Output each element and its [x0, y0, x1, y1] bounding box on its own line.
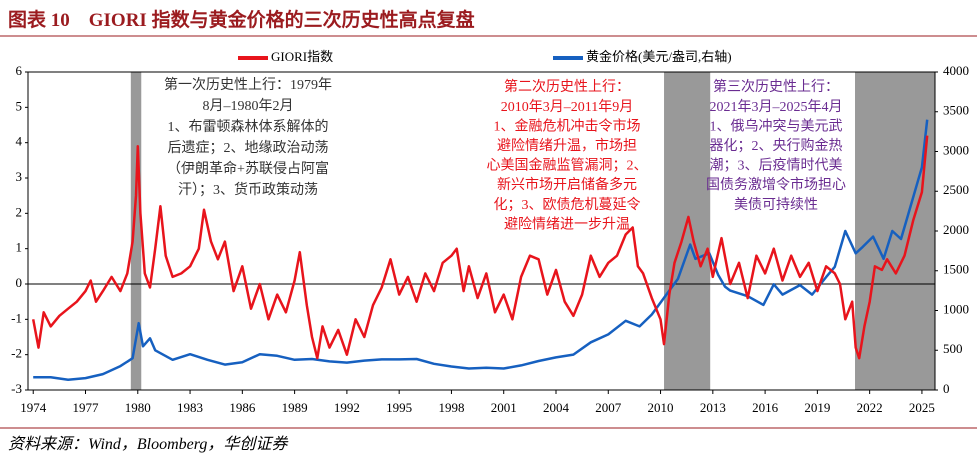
y-tick-label: 0 [16, 275, 23, 290]
legend-label: 黄金价格(美元/盎司,右轴) [586, 49, 732, 64]
annotation-line: 2010年3月–2011年9月 [501, 99, 633, 115]
annotation-line: 美债可持续性 [734, 196, 818, 213]
source: 资料来源：Wind，Bloomberg，华创证券 [8, 435, 289, 453]
annotation-line: 国债务激增令市场担心 [706, 176, 846, 193]
x-tick-label: 1983 [177, 400, 203, 415]
x-tick-label: 2016 [752, 400, 779, 415]
annotation-line: 1、布雷顿森林体系解体的 [168, 119, 329, 135]
annotation-line: 2021年3月–2025年4月 [710, 99, 843, 115]
y-tick-label: 4 [16, 134, 23, 149]
series-line [33, 119, 929, 381]
shaded-period [664, 72, 711, 390]
y-tick-label: -1 [11, 310, 22, 325]
y-tick-label: -3 [11, 381, 22, 396]
y-tick-label: 3 [16, 169, 23, 184]
x-tick-label: 1980 [125, 400, 151, 415]
annotation-line: 心美国金融监管漏洞；2、 [487, 158, 648, 174]
y2-tick-label: 0 [943, 381, 950, 396]
y-tick-label: 1 [16, 240, 23, 255]
annotation-line: 避险情绪升温，市场担 [497, 137, 637, 154]
annotation-line: 第一次历史性上行：1979年 [164, 76, 332, 93]
shaded-period [855, 72, 935, 390]
x-tick-label: 1989 [282, 400, 308, 415]
x-tick-label: 2010 [648, 400, 674, 415]
chart-title: 图表 10 GIORI 指数与黄金价格的三次历史性高点复盘 [8, 8, 475, 31]
x-tick-label: 2001 [491, 400, 517, 415]
plot-frame [27, 71, 936, 391]
annotation-line: 新兴市场开启储备多元 [497, 176, 637, 193]
shaded-period [130, 72, 142, 390]
y2-tick-label: 2000 [943, 222, 969, 237]
annotation-line: （伊朗革命+苏联侵占阿富 [167, 160, 329, 177]
y2-tick-label: 500 [943, 341, 963, 356]
y2-tick-label: 3500 [943, 103, 969, 118]
y-tick-label: 5 [16, 98, 23, 113]
annotation-line: 潮；3、后疫情时代美 [710, 158, 843, 174]
x-tick-label: 1986 [229, 400, 256, 415]
legend-label: GIORI指数 [271, 49, 333, 64]
series-line [31, 135, 929, 360]
y-tick-label: 6 [16, 63, 23, 78]
x-tick-label: 2022 [857, 400, 883, 415]
y-tick-label: 2 [16, 204, 23, 219]
x-tick-label: 1998 [438, 400, 464, 415]
annotation-line: 汗）；3、货币政策动荡 [178, 181, 318, 198]
x-tick-label: 2004 [543, 400, 570, 415]
x-tick-label: 1995 [386, 400, 412, 415]
annotation-line: 器化；2、央行购金热 [710, 138, 843, 154]
x-tick-label: 2013 [700, 400, 726, 415]
x-tick-label: 2025 [909, 400, 935, 415]
y2-tick-label: 1500 [943, 262, 969, 277]
x-tick-label: 1977 [73, 400, 100, 415]
annotation-line: 避险情绪进一步升温 [504, 216, 630, 232]
x-tick-label: 1974 [20, 400, 47, 415]
annotation-line: 8月–1980年2月 [203, 98, 294, 114]
x-tick-label: 1992 [334, 400, 360, 415]
annotation-line: 1、俄乌冲突与美元武 [710, 118, 843, 134]
annotation-line: 第二次历史性上行： [504, 78, 630, 95]
annotation-line: 1、金融危机冲击令市场 [494, 117, 641, 134]
y2-tick-label: 2500 [943, 182, 969, 197]
x-tick-label: 2019 [804, 400, 830, 415]
y2-tick-label: 3000 [943, 142, 969, 157]
annotation-line: 后遗症；2、地缘政治动荡 [168, 140, 329, 156]
annotation-line: 第三次历史性上行： [713, 78, 839, 95]
y2-tick-label: 4000 [943, 63, 969, 78]
y2-tick-label: 1000 [943, 301, 969, 316]
x-tick-label: 2007 [595, 400, 622, 415]
annotation-line: 化；3、欧债危机蔓延令 [494, 197, 641, 213]
y-tick-label: -2 [11, 346, 22, 361]
